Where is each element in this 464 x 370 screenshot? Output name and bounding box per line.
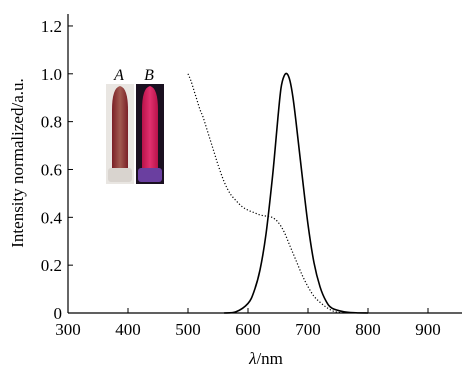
y-tick-label: 0.2 [41, 256, 62, 275]
photo-label-a: A [113, 67, 124, 84]
emission-series-line [223, 72, 369, 314]
x-tick-label: 900 [415, 320, 441, 339]
x-tick-label: 400 [115, 320, 141, 339]
x-tick-label: 800 [355, 320, 381, 339]
x-tick-label: 300 [55, 320, 81, 339]
x-axis-title: λ/nm [248, 349, 283, 368]
y-tick-label: 1.2 [41, 17, 62, 36]
series [187, 72, 369, 314]
y-tick-label: 0.4 [41, 208, 63, 227]
ticks: 300 400 500 600 700 800 900 0 0.2 0.4 0.6 0.8 1.0 1.2 [41, 17, 441, 339]
photo-a-vial [112, 86, 128, 176]
y-axis-title: Intensity normalized/a.u. [8, 78, 27, 247]
photo-a [106, 84, 134, 184]
x-tick-label: 600 [235, 320, 261, 339]
x-tick-label: 500 [175, 320, 201, 339]
x-axis-unit: /nm [256, 349, 282, 368]
photo-b-vial [142, 86, 158, 176]
axes [67, 14, 462, 314]
photo-b-cap [138, 168, 162, 182]
x-tick-label: 700 [295, 320, 321, 339]
y-tick-label: 0.8 [41, 113, 62, 132]
y-tick-label: 1.0 [41, 65, 62, 84]
absorption-series-line [187, 73, 345, 314]
photo-label-b: B [144, 67, 154, 84]
photo-b [136, 84, 164, 184]
photo-a-cap [108, 168, 132, 182]
inset-photos: A B [106, 67, 164, 184]
y-tick-label: 0 [54, 304, 63, 323]
x-axis-symbol: λ [248, 349, 256, 368]
y-tick-label: 0.6 [41, 160, 62, 179]
